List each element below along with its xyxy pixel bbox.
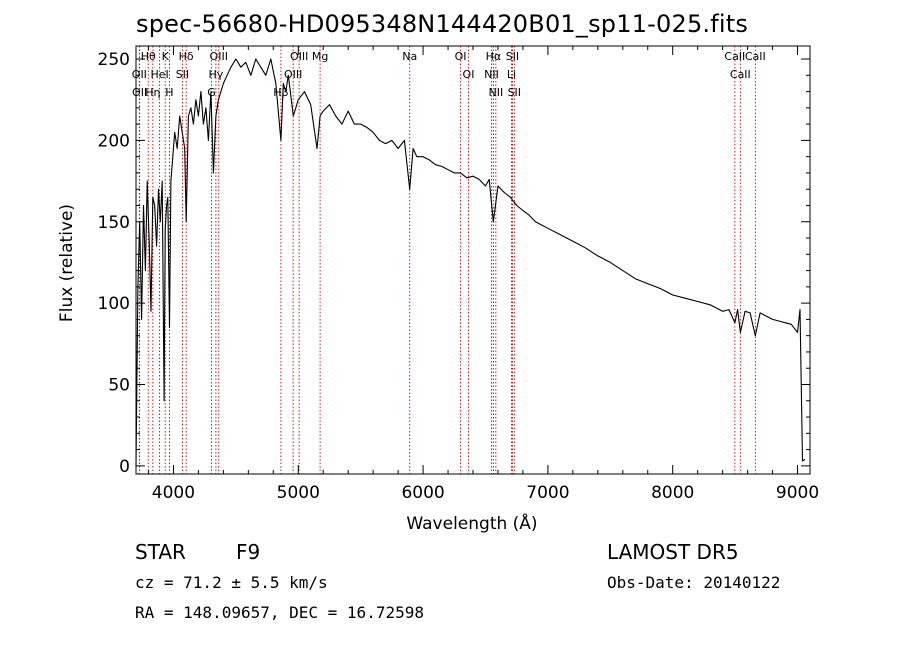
line-marker-label: Mg	[312, 50, 328, 63]
line-marker-label: NII	[484, 68, 499, 81]
x-tick-label: 7000	[526, 483, 569, 503]
line-marker-label: SII	[506, 50, 519, 63]
y-axis-label: Flux (relative)	[57, 204, 77, 322]
redshift-text: cz = 71.2 ± 5.5 km/s	[135, 573, 328, 592]
line-marker-label: Li	[507, 68, 516, 81]
survey-name: LAMOST DR5	[607, 540, 739, 564]
x-tick-label: 6000	[401, 483, 444, 503]
obs-date: Obs-Date: 20140122	[607, 573, 781, 592]
y-tick-label: 200	[98, 131, 130, 151]
line-marker-label: NII	[488, 86, 503, 99]
x-tick-label: 5000	[277, 483, 320, 503]
line-marker-label: OI	[455, 50, 467, 63]
x-axis-label: Wavelength (Å)	[406, 512, 537, 534]
line-marker-label: OII	[132, 68, 147, 81]
line-marker-label: CaII	[730, 68, 751, 81]
line-marker-label: OI	[463, 68, 475, 81]
x-tick-label: 4000	[152, 483, 195, 503]
x-tick-label: 8000	[651, 483, 694, 503]
line-marker-label: Hα	[486, 50, 502, 63]
spectrum-line	[135, 58, 806, 466]
x-tick-label: 9000	[776, 483, 819, 503]
y-tick-label: 50	[108, 375, 130, 395]
line-marker-label: Hγ	[208, 68, 223, 81]
spectral-subclass: F9	[236, 540, 261, 564]
y-tick-label: 150	[98, 213, 130, 233]
chart-title: spec-56680-HD095348N144420B01_sp11-025.f…	[136, 10, 749, 38]
line-marker-label: CaII	[724, 50, 745, 63]
line-marker-label: OIII	[284, 68, 302, 81]
coordinates: RA = 148.09657, DEC = 16.72598	[135, 603, 424, 622]
line-marker-label: SII	[508, 86, 521, 99]
plot-frame	[135, 45, 811, 475]
line-marker-label: H	[165, 86, 173, 99]
y-axis: 0 50 100 150 200 250	[98, 50, 810, 477]
line-marker-label: K	[162, 50, 170, 63]
line-marker-label: CaII	[745, 50, 766, 63]
line-marker-label: G	[207, 86, 216, 99]
object-class: STAR	[135, 540, 186, 564]
line-marker-label: Hθ	[141, 50, 156, 63]
line-markers	[138, 46, 756, 474]
y-tick-label: 100	[98, 294, 130, 314]
line-marker-label: OIII	[210, 50, 228, 63]
y-tick-label: 0	[119, 457, 130, 477]
line-marker-label: OIII	[290, 50, 308, 63]
line-marker-label: SII	[176, 68, 189, 81]
line-marker-label: Na	[402, 50, 417, 63]
line-marker-label: Hη	[145, 86, 160, 99]
y-tick-label: 250	[98, 50, 130, 70]
line-marker-label: Hδ	[179, 50, 194, 63]
line-marker-label: HeI	[150, 68, 168, 81]
x-axis: 4000 5000 6000 7000 8000 9000	[147, 46, 819, 503]
